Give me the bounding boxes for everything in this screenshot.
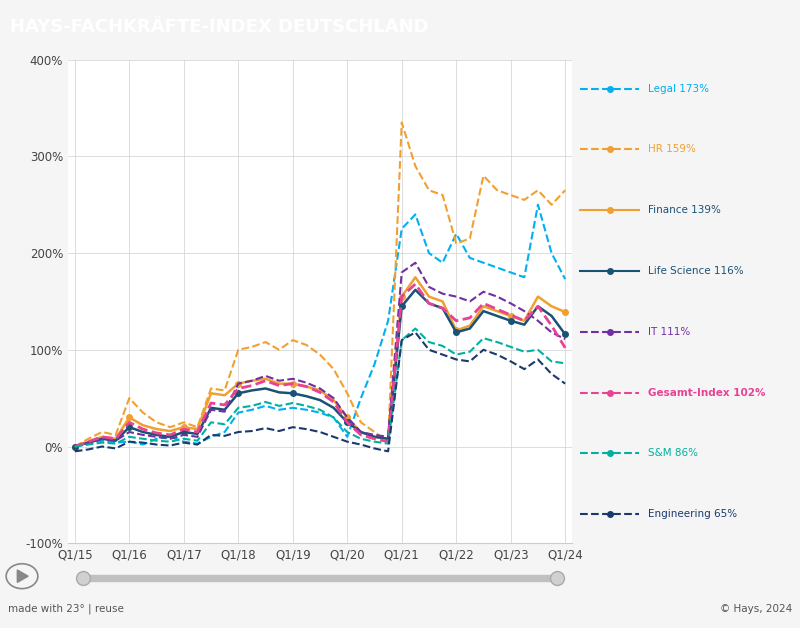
Text: S&M 86%: S&M 86%: [648, 448, 698, 458]
Polygon shape: [18, 570, 28, 582]
Text: Gesamt-Index 102%: Gesamt-Index 102%: [648, 387, 766, 398]
Text: HAYS-FACHKRÄFTE-INDEX DEUTSCHLAND: HAYS-FACHKRÄFTE-INDEX DEUTSCHLAND: [10, 18, 428, 36]
Text: Legal 173%: Legal 173%: [648, 84, 709, 94]
Text: © Hays, 2024: © Hays, 2024: [720, 604, 792, 614]
Text: Engineering 65%: Engineering 65%: [648, 509, 737, 519]
Text: HR 159%: HR 159%: [648, 144, 696, 154]
Text: Life Science 116%: Life Science 116%: [648, 266, 743, 276]
Text: IT 111%: IT 111%: [648, 327, 690, 337]
Text: made with 23° | reuse: made with 23° | reuse: [8, 604, 124, 614]
Text: Finance 139%: Finance 139%: [648, 205, 721, 215]
